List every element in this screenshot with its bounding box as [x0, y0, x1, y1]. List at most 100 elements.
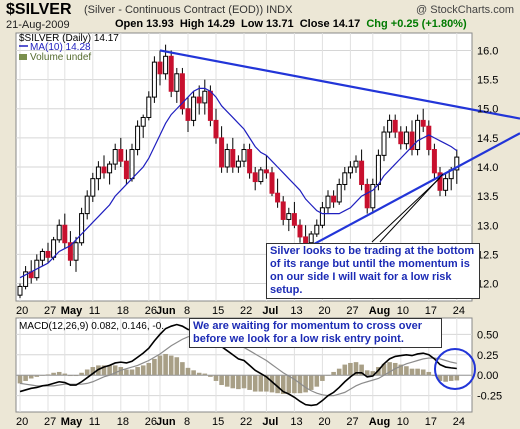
candle-body: [151, 61, 157, 98]
price-x-tick-label: Jul: [262, 305, 278, 317]
price-x-tick-label: 22: [240, 305, 252, 317]
legend-ma: MA(10) 14.28: [30, 42, 91, 53]
macd-y-tick-label: 0.25: [477, 350, 498, 362]
price-x-tick-label: May: [61, 305, 83, 317]
candle-body: [336, 183, 342, 203]
candle-body: [247, 149, 253, 174]
macd-histogram-bar: [191, 370, 196, 376]
price-x-tick-label: 18: [117, 305, 129, 317]
macd-histogram-bar: [348, 362, 353, 376]
candle-body: [409, 131, 415, 151]
macd-x-tick-label: 27: [346, 416, 358, 428]
macd-x-tick-label: 26: [145, 416, 157, 428]
price-x-tick-label: 17: [425, 305, 437, 317]
candle-body: [174, 73, 180, 92]
candle-body: [443, 178, 449, 191]
candle-body: [101, 166, 107, 174]
macd-x-tick-label: 18: [117, 416, 129, 428]
macd-histogram-bar: [398, 364, 404, 376]
macd-histogram-bar: [124, 369, 129, 376]
candle-body: [67, 242, 73, 261]
candle-body: [415, 119, 421, 151]
candle-body: [90, 178, 96, 197]
macd-histogram-bar: [297, 375, 303, 394]
annotation-pointer: [371, 177, 441, 243]
macd-histogram-bar: [415, 368, 420, 376]
candle-body: [95, 166, 101, 180]
candle-body: [235, 160, 241, 168]
price-y-tick-label: 15.5: [477, 75, 498, 87]
candle-body: [258, 169, 264, 183]
change-value: Chg +0.25 (+1.80%): [366, 18, 467, 30]
candle-body: [308, 233, 314, 244]
candle-body: [17, 285, 23, 296]
macd-histogram-bar: [370, 371, 376, 376]
price-x-tick-label: 27: [44, 305, 56, 317]
macd-histogram-bar: [387, 362, 392, 376]
macd-histogram-bar: [359, 364, 364, 376]
macd-histogram-bar: [275, 375, 280, 394]
macd-histogram-bar: [269, 375, 275, 393]
price-y-tick-label: 13.0: [477, 220, 498, 232]
macd-x-tick-label: 13: [290, 416, 302, 428]
macd-histogram-bar: [280, 375, 286, 395]
candle-body: [392, 119, 398, 133]
candle-body: [56, 224, 62, 241]
candle-body: [84, 195, 90, 215]
price-y-tick-label: 12.0: [477, 279, 498, 291]
candle-body: [140, 116, 146, 127]
macd-histogram-bar: [331, 371, 336, 376]
macd-histogram-bar: [62, 373, 68, 376]
candle-body: [241, 149, 247, 162]
candle-body: [202, 90, 208, 104]
candle-body: [196, 96, 202, 104]
price-y-tick-label: 14.0: [477, 162, 498, 174]
macd-x-tick-label: 17: [425, 416, 437, 428]
macd-x-tick-label: 10: [397, 416, 409, 428]
macd-histogram-bar: [303, 375, 308, 393]
close-value: Close 14.17: [299, 18, 361, 30]
price-x-tick-label: 10: [397, 305, 409, 317]
macd-histogram-bar: [247, 375, 252, 390]
macd-histogram-bar: [443, 375, 448, 382]
macd-x-tick-label: 27: [44, 416, 56, 428]
macd-histogram-bar: [308, 375, 314, 390]
macd-y-tick-label: 0.00: [477, 370, 498, 382]
macd-histogram-bar: [213, 375, 219, 381]
price-x-tick-label: Aug: [369, 305, 390, 317]
macd-x-tick-label: Jul: [262, 416, 278, 428]
legend-price: $SILVER (Daily) 14.17: [19, 33, 119, 44]
annotation-pointer: [379, 173, 444, 243]
macd-histogram-bar: [90, 367, 96, 376]
macd-x-tick-label: 20: [16, 416, 28, 428]
macd-histogram-bar: [241, 375, 247, 389]
macd-histogram-bar: [426, 371, 432, 376]
macd-y-tick-label: -0.25: [477, 391, 502, 403]
candle-body: [39, 250, 45, 261]
candle-body: [51, 239, 57, 258]
candle-body: [112, 149, 118, 165]
macd-histogram-bar: [258, 375, 264, 392]
candle-body: [79, 213, 85, 244]
candle-body: [437, 172, 443, 191]
macd-histogram-bar: [353, 362, 359, 376]
macd-histogram-bar: [174, 357, 180, 376]
price-x-tick-label: 26: [145, 305, 157, 317]
chart-date: 21-Aug-2009: [6, 19, 70, 31]
macd-x-tick-label: 8: [184, 416, 190, 428]
price-x-tick-label: 13: [290, 305, 302, 317]
macd-histogram-bar: [56, 371, 62, 376]
legend-volume: Volume undef: [30, 52, 91, 63]
price-x-tick-label: 24: [453, 305, 465, 317]
price-y-tick-label: 12.5: [477, 249, 498, 261]
macd-histogram-bar: [152, 358, 157, 376]
macd-histogram-bar: [286, 375, 292, 394]
macd-line: [19, 323, 457, 407]
candle-body: [375, 154, 381, 185]
candle-body: [454, 156, 460, 171]
macd-x-tick-label: 15: [212, 416, 224, 428]
candle-body: [426, 125, 432, 151]
macd-histogram-bar: [437, 375, 443, 381]
